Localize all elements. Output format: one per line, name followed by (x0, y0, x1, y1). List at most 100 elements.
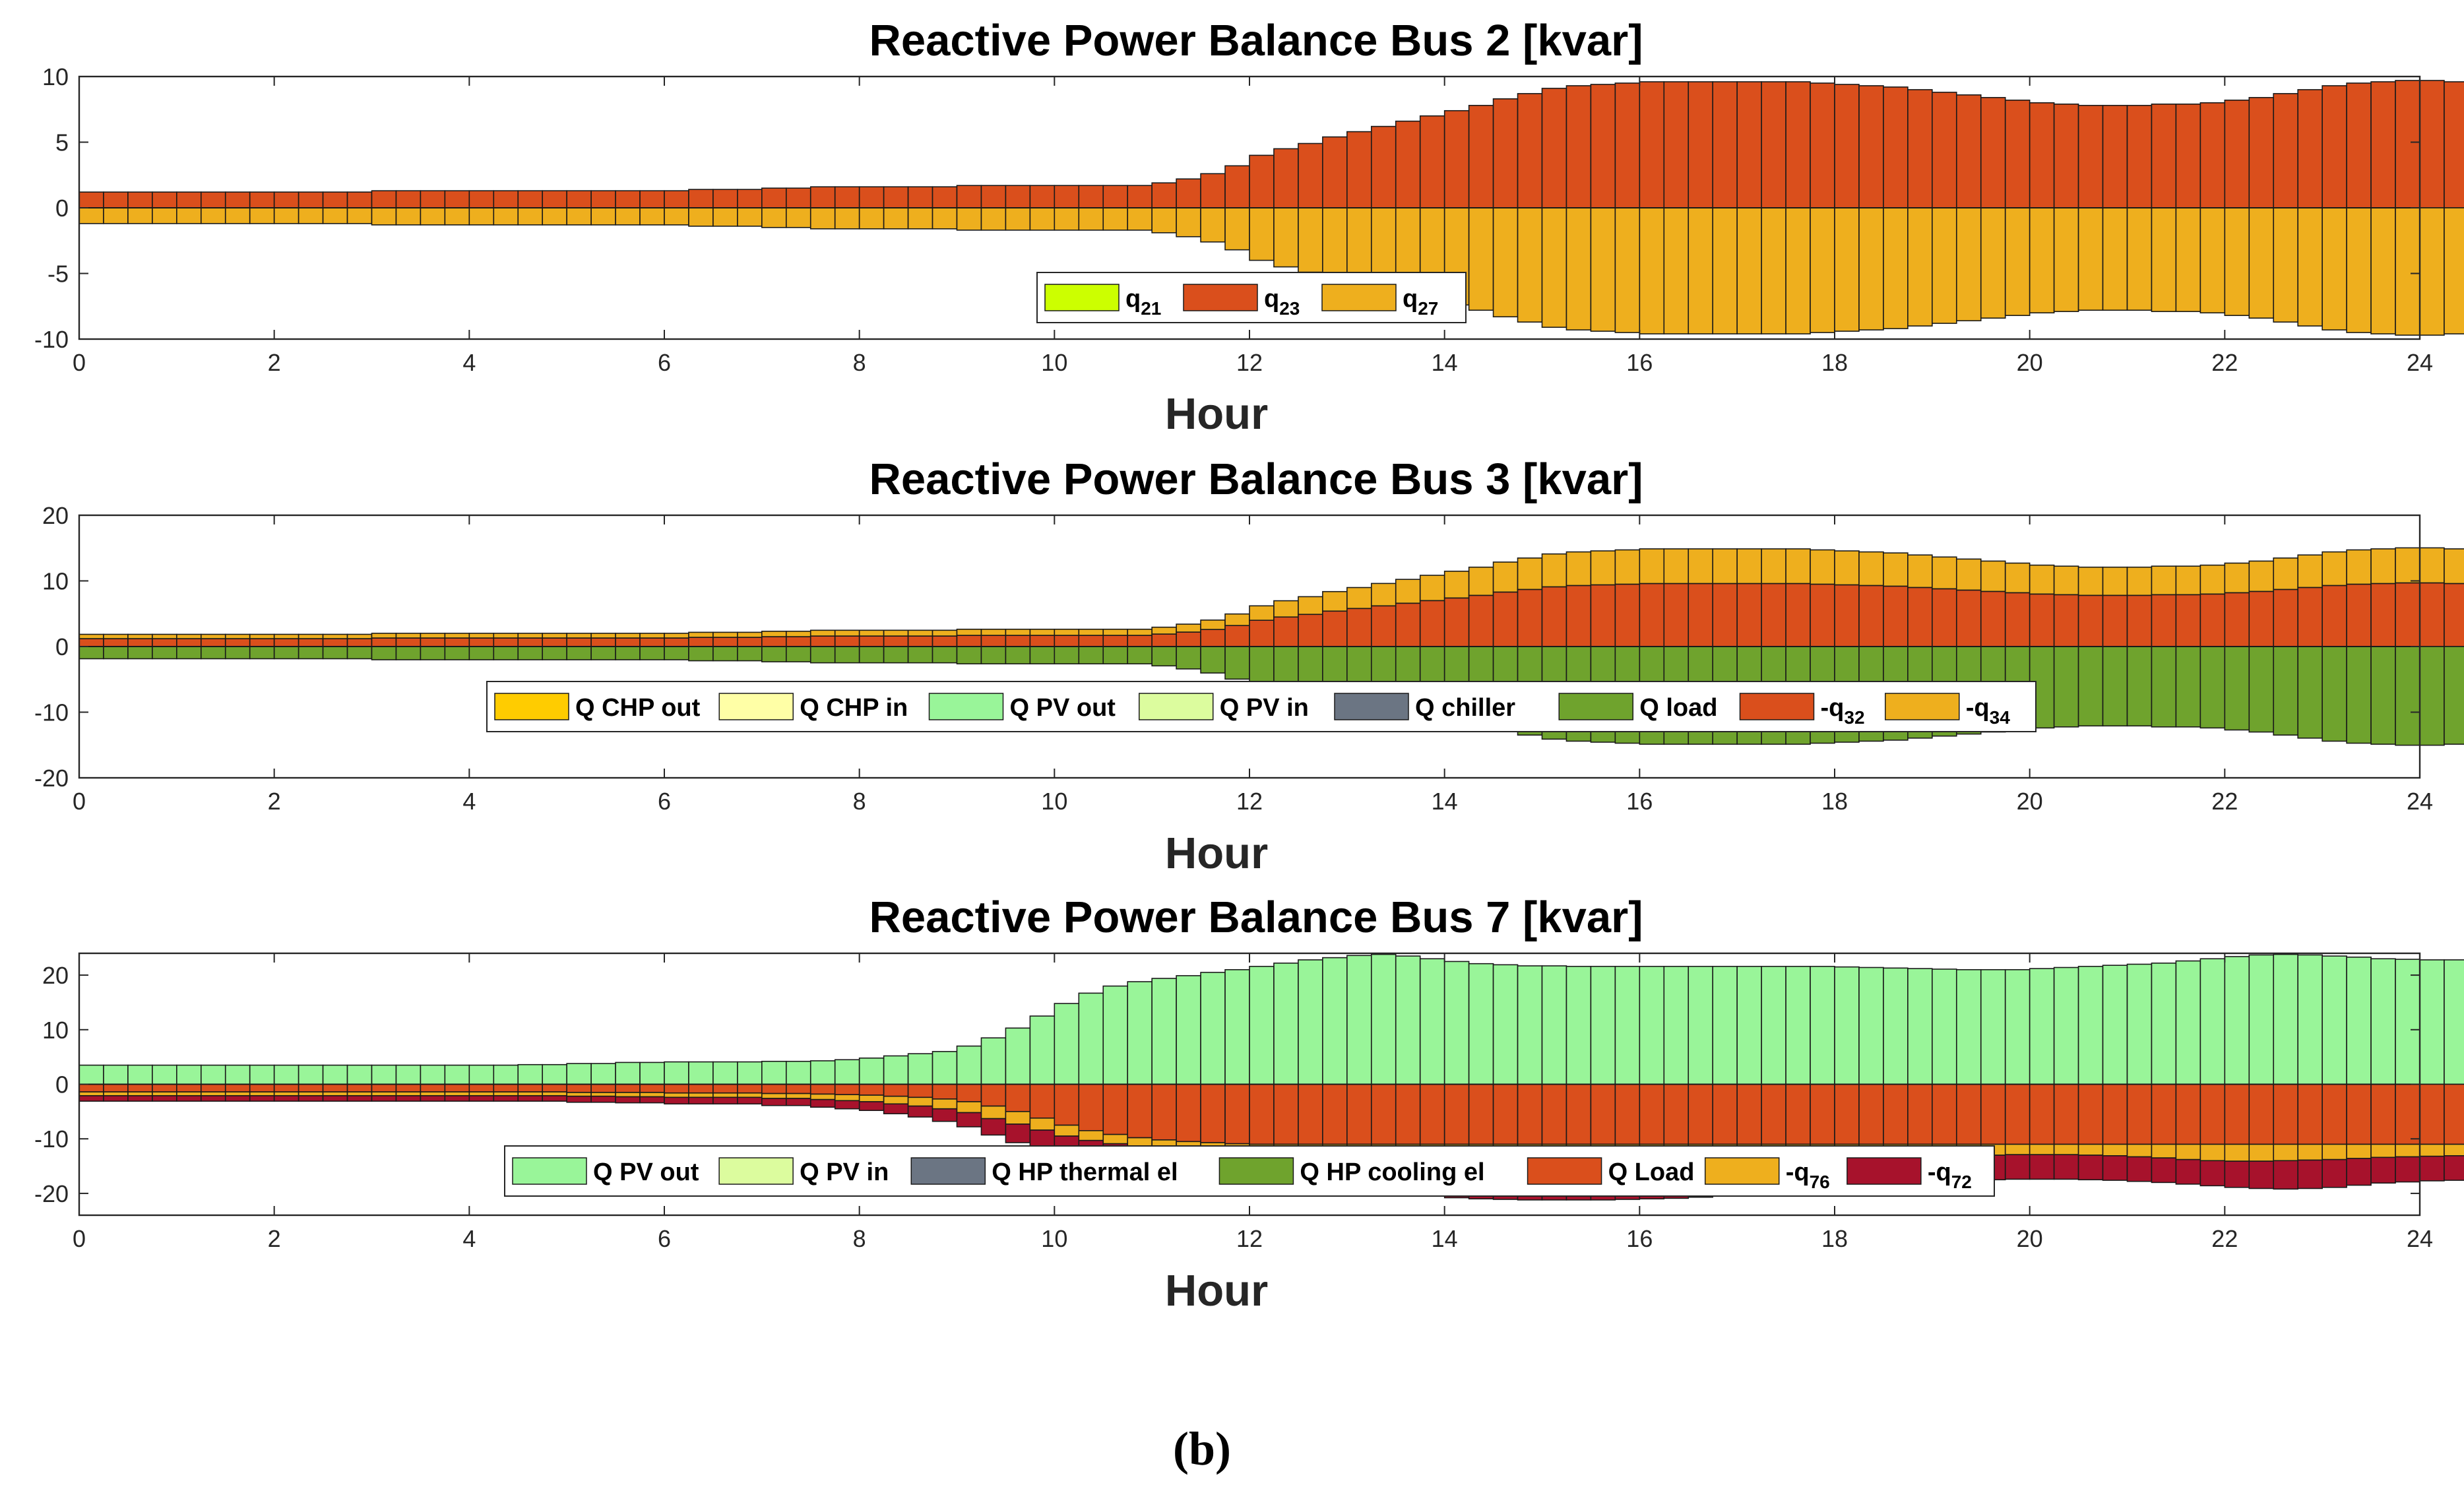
y-tick-label: 20 (42, 502, 69, 529)
bar (907, 646, 933, 664)
x-tick-label: 12 (1236, 349, 1263, 376)
x-tick-label: 14 (1432, 349, 1458, 376)
bar (2004, 1083, 2031, 1145)
legend-entry: -q34 (1885, 693, 2010, 728)
legend-label: Q CHP out (575, 694, 701, 722)
bar (907, 186, 933, 208)
x-tick-label: 14 (1432, 1225, 1458, 1252)
bar (2444, 1155, 2464, 1181)
bar (176, 1064, 202, 1085)
bar (1590, 584, 1616, 647)
bar (2199, 646, 2226, 729)
bar (566, 646, 592, 660)
bar (1541, 207, 1567, 328)
bar (590, 190, 616, 208)
bar (152, 1095, 177, 1102)
bar (298, 191, 324, 208)
bar (2273, 1143, 2299, 1162)
bar (2370, 1083, 2396, 1145)
bar (2444, 646, 2464, 745)
bar (1370, 605, 1397, 647)
bar (517, 190, 544, 208)
bar (273, 633, 300, 639)
bar (1590, 550, 1616, 586)
bar (2419, 547, 2445, 584)
bar (200, 638, 226, 647)
bar (2346, 1158, 2372, 1186)
bar (298, 1064, 324, 1085)
legend-entry: Q PV in (718, 1157, 889, 1186)
bar (1614, 966, 1641, 1085)
bar (2102, 1083, 2128, 1145)
bar (639, 1083, 665, 1093)
bar (883, 207, 909, 230)
bar (517, 1091, 544, 1096)
bar (2273, 93, 2299, 208)
bar (2370, 1156, 2396, 1184)
bar (1200, 629, 1226, 647)
bar (1590, 966, 1616, 1085)
bar (1176, 646, 1201, 670)
bar (761, 1098, 787, 1106)
x-tick-label: 18 (1821, 788, 1848, 815)
bar (1736, 583, 1762, 647)
bar (2175, 1083, 2201, 1145)
bar (152, 1083, 177, 1093)
bar (639, 190, 665, 208)
bar (1932, 1083, 1957, 1145)
bar (1834, 966, 1860, 1085)
legend-label: -q34 (1966, 694, 2010, 728)
bar (2346, 82, 2372, 208)
x-tick-label: 6 (658, 349, 671, 376)
legend-label: Q CHP in (800, 694, 908, 722)
bar (2199, 1143, 2226, 1162)
bar (809, 207, 836, 230)
legend-swatch (1044, 284, 1120, 311)
bar (1639, 548, 1665, 585)
bar (2395, 582, 2420, 647)
bar (2346, 207, 2372, 333)
bar (2273, 207, 2299, 323)
bar (2273, 646, 2299, 736)
bar (956, 1112, 982, 1127)
legend-entry: Q PV in (1139, 693, 1309, 722)
bar (2419, 207, 2445, 336)
bar (2419, 646, 2445, 746)
bar (1419, 1083, 1445, 1145)
bar (737, 207, 763, 227)
bar (2175, 103, 2201, 208)
bar (2077, 966, 2104, 1085)
bar (1419, 115, 1445, 208)
bar (712, 1096, 738, 1105)
bar (1395, 1083, 1421, 1145)
bar (1614, 82, 1641, 208)
bar (176, 633, 202, 639)
bar (2395, 1083, 2420, 1145)
bar (371, 1091, 397, 1096)
bar (956, 1045, 982, 1085)
legend-swatch (1139, 693, 1214, 720)
bar (1688, 548, 1714, 585)
bar (542, 1063, 567, 1085)
bar (2297, 89, 2323, 208)
bar (2175, 1158, 2201, 1185)
bar (956, 185, 982, 208)
bar (2151, 646, 2177, 728)
bar (2175, 207, 2201, 313)
bar (615, 646, 641, 660)
bar (2248, 954, 2275, 1085)
bar (468, 1083, 495, 1093)
x-tick-label: 6 (658, 1225, 671, 1252)
bar (1785, 548, 1811, 585)
chart-3: Reactive Power Balance Bus 7 [kvar]0 2 4 6 8… (34, 893, 2464, 1315)
x-tick-label: 10 (1041, 788, 1067, 815)
bar (1078, 992, 1104, 1085)
bar (1370, 125, 1397, 208)
bar (542, 1095, 567, 1102)
bar (176, 1083, 202, 1093)
bar (785, 1060, 811, 1085)
bar (1322, 136, 1348, 208)
bar (1980, 969, 2006, 1085)
x-tick-label: 2 (268, 788, 281, 815)
bar (590, 1095, 616, 1103)
